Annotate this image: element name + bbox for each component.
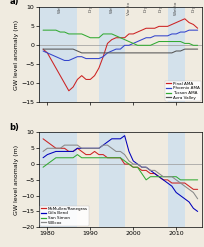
Text: Dry: Dry [159, 5, 163, 12]
Text: a): a) [9, 0, 19, 6]
Text: Wet to: Wet to [174, 2, 178, 15]
Y-axis label: GW level anomaly (m): GW level anomaly (m) [14, 145, 19, 215]
Text: Dry: Dry [191, 5, 195, 12]
Bar [99, 7, 125, 102]
Legend: McMullen/Ranegras, Gila Bend, San Simon, Willcox: McMullen/Ranegras, Gila Bend, San Simon,… [40, 206, 89, 226]
Text: Var. to: Var. to [127, 2, 131, 15]
Bar [99, 132, 125, 227]
Text: Wet: Wet [58, 4, 62, 13]
Text: b): b) [9, 123, 19, 132]
Bar [39, 132, 77, 227]
Legend: Pinal AMA, Phoenix AMA, Tucson AMA, Avra Valley: Pinal AMA, Phoenix AMA, Tucson AMA, Avra… [165, 81, 201, 101]
Y-axis label: GW level anomaly (m): GW level anomaly (m) [14, 20, 19, 90]
Bar [168, 7, 185, 102]
Text: Dry: Dry [144, 5, 148, 12]
Bar [39, 7, 77, 102]
Text: Dry: Dry [88, 5, 92, 12]
Text: Wet: Wet [110, 4, 114, 13]
Bar [168, 132, 185, 227]
